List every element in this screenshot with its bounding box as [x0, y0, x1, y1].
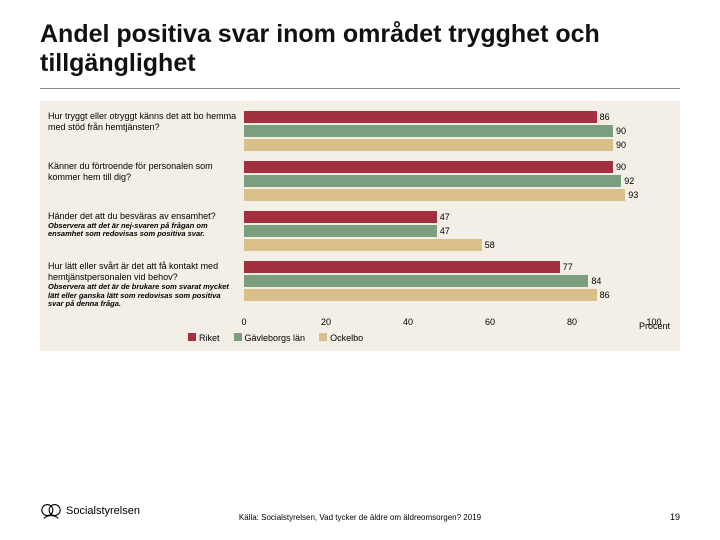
- bar: [244, 225, 437, 237]
- page-number: 19: [670, 512, 680, 522]
- x-tick: 80: [567, 317, 577, 327]
- bar-value: 93: [628, 190, 638, 200]
- legend-item: Gävleborgs län: [234, 333, 306, 343]
- bar: [244, 189, 625, 201]
- bar-value: 90: [616, 162, 626, 172]
- bar-group: 90 92 93: [244, 161, 672, 203]
- bar-value: 86: [600, 112, 610, 122]
- question-label: Hur lätt eller svårt är det att få konta…: [48, 261, 244, 309]
- bar: [244, 175, 621, 187]
- bar-value: 47: [440, 212, 450, 222]
- x-tick: 40: [403, 317, 413, 327]
- axis-label: Procent: [639, 321, 670, 331]
- bar-wrap: 47: [244, 225, 672, 238]
- bar-wrap: 93: [244, 189, 672, 202]
- question-label: Händer det att du besväras av ensamhet?O…: [48, 211, 244, 240]
- legend-label: Riket: [199, 333, 220, 343]
- legend-item: Riket: [188, 333, 220, 343]
- x-tick: 60: [485, 317, 495, 327]
- bar-group: 86 90 90: [244, 111, 672, 153]
- question-label: Hur tryggt eller otryggt känns det att b…: [48, 111, 244, 134]
- legend: Riket Gävleborgs län Ockelbo: [188, 331, 672, 347]
- chart: Hur tryggt eller otryggt känns det att b…: [40, 101, 680, 351]
- bar-wrap: 90: [244, 161, 672, 174]
- legend-swatch: [234, 333, 242, 341]
- logo-icon: [40, 500, 62, 522]
- logo-text: Socialstyrelsen: [66, 505, 140, 517]
- title-rule: [40, 88, 680, 89]
- bar-wrap: 58: [244, 239, 672, 252]
- bar-value: 77: [563, 262, 573, 272]
- bar: [244, 261, 560, 273]
- bar-group: 77 84 86: [244, 261, 672, 303]
- page-title: Andel positiva svar inom området trygghe…: [0, 0, 720, 84]
- legend-swatch: [188, 333, 196, 341]
- bar-value: 86: [600, 290, 610, 300]
- question-row: Händer det att du besväras av ensamhet?O…: [48, 211, 672, 253]
- bar: [244, 111, 597, 123]
- bar-group: 47 47 58: [244, 211, 672, 253]
- bar: [244, 289, 597, 301]
- question-row: Känner du förtroende för personalen som …: [48, 161, 672, 203]
- question-note: Observera att det är nej-svaren på fråga…: [48, 222, 238, 239]
- bar-value: 90: [616, 126, 626, 136]
- bar-wrap: 47: [244, 211, 672, 224]
- x-axis: 020406080100: [244, 317, 672, 331]
- bar: [244, 161, 613, 173]
- question-row: Hur lätt eller svårt är det att få konta…: [48, 261, 672, 309]
- bar-value: 47: [440, 226, 450, 236]
- bar-wrap: 90: [244, 125, 672, 138]
- bar-wrap: 86: [244, 111, 672, 124]
- bar: [244, 125, 613, 137]
- question-label: Känner du förtroende för personalen som …: [48, 161, 244, 184]
- legend-label: Ockelbo: [330, 333, 363, 343]
- bar-wrap: 90: [244, 139, 672, 152]
- bar: [244, 211, 437, 223]
- bar-value: 84: [591, 276, 601, 286]
- bar-wrap: 92: [244, 175, 672, 188]
- bar: [244, 139, 613, 151]
- bar-value: 92: [624, 176, 634, 186]
- bar-wrap: 77: [244, 261, 672, 274]
- logo: Socialstyrelsen: [40, 500, 140, 522]
- legend-item: Ockelbo: [319, 333, 363, 343]
- bar-wrap: 84: [244, 275, 672, 288]
- question-row: Hur tryggt eller otryggt känns det att b…: [48, 111, 672, 153]
- bar: [244, 239, 482, 251]
- bar-value: 58: [485, 240, 495, 250]
- question-note: Observera att det är de brukare som svar…: [48, 283, 238, 309]
- bar-value: 90: [616, 140, 626, 150]
- legend-swatch: [319, 333, 327, 341]
- x-tick: 20: [321, 317, 331, 327]
- bar-wrap: 86: [244, 289, 672, 302]
- legend-label: Gävleborgs län: [245, 333, 306, 343]
- x-tick: 0: [241, 317, 246, 327]
- bar: [244, 275, 588, 287]
